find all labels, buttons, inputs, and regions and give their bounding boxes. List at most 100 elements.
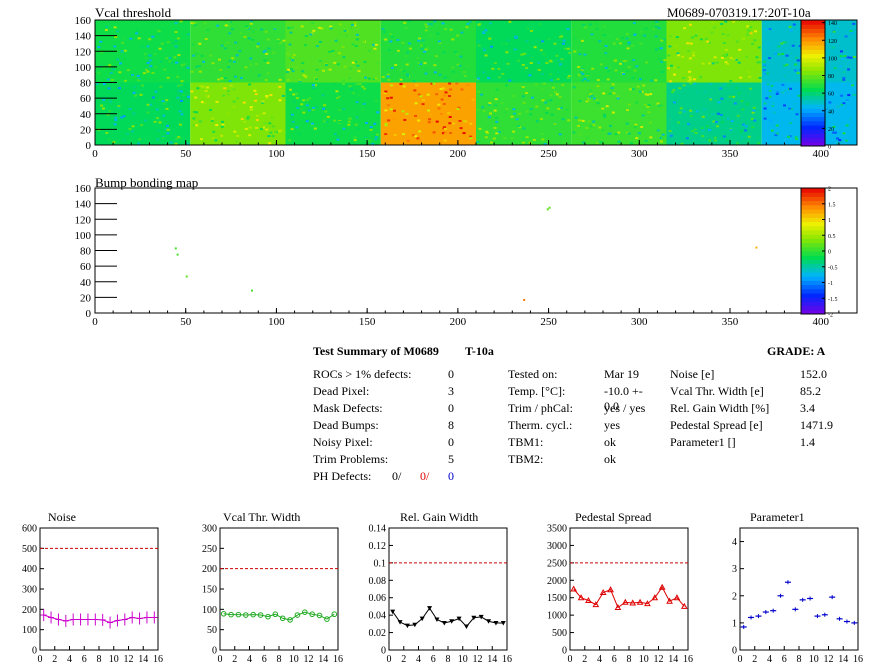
pixel-cell	[180, 113, 184, 116]
data-marker	[309, 611, 315, 618]
pixel-cell	[533, 46, 537, 49]
y-tick-label: 0	[86, 308, 92, 320]
pixel-cell	[495, 120, 499, 123]
bump-point	[174, 247, 177, 250]
pixel-cell	[711, 62, 715, 65]
pixel-cell	[476, 140, 480, 143]
pixel-cell	[369, 128, 373, 131]
pixel-cell	[179, 20, 183, 23]
data-marker	[636, 598, 644, 605]
pixel-cell	[695, 91, 699, 94]
summary-row: TBM1: ok	[508, 435, 656, 452]
pixel-cell	[528, 74, 532, 77]
pixel-cell	[724, 48, 728, 51]
pixel-cell	[417, 39, 421, 42]
pixel-cell	[456, 63, 460, 66]
pixel-cell	[95, 67, 99, 70]
pixel-cell	[301, 70, 305, 73]
summary-row: TBM2: ok	[508, 452, 656, 469]
pixel-cell	[170, 61, 174, 64]
x-tick-label: 0	[92, 148, 98, 160]
pixel-cell	[688, 23, 692, 26]
pixel-cell	[405, 112, 409, 115]
row-label: Noisy Pixel:	[313, 435, 373, 449]
pixel-cell	[154, 66, 158, 69]
pixel-cell	[408, 47, 412, 50]
pixel-cell	[563, 47, 567, 50]
scale-band	[801, 188, 825, 193]
pixel-cell	[448, 122, 452, 125]
pixel-cell	[627, 41, 631, 44]
pixel-cell	[110, 122, 114, 125]
data-marker	[658, 583, 666, 590]
data-marker	[441, 620, 447, 626]
x-tick-label: 400	[812, 148, 829, 160]
pixel-cell	[256, 45, 260, 48]
pixel-cell	[133, 86, 137, 89]
pixel-cell	[585, 136, 589, 139]
pixel-cell	[102, 98, 106, 101]
pixel-cell	[249, 22, 253, 25]
pixel-cell	[264, 79, 268, 82]
pixel-cell	[688, 70, 692, 73]
pixel-cell	[686, 42, 690, 45]
pixel-cell	[495, 88, 499, 91]
pixel-cell	[616, 95, 620, 98]
pixel-cell	[478, 23, 482, 26]
pixel-cell	[202, 60, 206, 63]
x-tick-label: 8	[97, 654, 102, 665]
pixel-cell	[616, 97, 620, 100]
pixel-cell	[640, 90, 644, 93]
pixel-cell	[851, 84, 855, 87]
pixel-cell	[762, 60, 766, 63]
pixel-cell	[484, 29, 488, 32]
pixel-cell	[716, 125, 720, 128]
pixel-cell	[385, 60, 389, 63]
pixel-cell	[562, 39, 566, 42]
pixel-cell	[174, 31, 178, 34]
pixel-cell	[165, 124, 169, 127]
pixel-cell	[591, 67, 595, 70]
pixel-cell	[657, 27, 661, 30]
pixel-cell	[735, 40, 739, 43]
pixel-cell	[700, 127, 704, 130]
pixel-cell	[713, 56, 717, 59]
pixel-cell	[372, 77, 376, 80]
pixel-cell	[147, 126, 151, 129]
summary-row: Dead Bumps: 8	[313, 418, 458, 435]
x-tick-label: 8	[277, 654, 282, 665]
pixel-cell	[402, 70, 406, 73]
pixel-cell	[149, 103, 153, 106]
pixel-cell	[229, 84, 233, 87]
summary-middle-block: Tested on: Mar 19 Temp. [°C]: -10.0 +- 0.0…	[508, 367, 656, 469]
pixel-cell	[105, 25, 109, 28]
x-tick-label: 8	[627, 654, 632, 665]
data-marker	[257, 612, 264, 618]
pixel-cell	[478, 127, 482, 130]
pixel-cell	[460, 31, 464, 34]
pixel-cell	[348, 117, 352, 120]
pixel-cell	[444, 91, 448, 94]
pixel-cell	[412, 134, 416, 137]
pixel-cell	[849, 56, 853, 59]
pixel-cell	[504, 42, 508, 45]
pixel-cell	[148, 54, 152, 57]
pixel-cell	[199, 85, 203, 88]
pixel-cell	[725, 139, 729, 142]
pixel-cell	[522, 101, 526, 104]
pixel-cell	[367, 77, 371, 80]
y-tick-label: 0.02	[369, 628, 387, 639]
pixel-cell	[538, 23, 542, 26]
pixel-cell	[198, 42, 202, 45]
pixel-cell	[119, 62, 123, 65]
pixel-cell	[243, 35, 247, 38]
pixel-cell	[373, 47, 377, 50]
pixel-cell	[312, 29, 316, 32]
pixel-cell	[335, 90, 339, 93]
pixel-cell	[585, 100, 589, 103]
pixel-cell	[394, 64, 398, 67]
pixel-cell	[455, 82, 459, 85]
plot-title: Rel. Gain Width	[400, 510, 478, 524]
pixel-cell	[265, 95, 269, 98]
